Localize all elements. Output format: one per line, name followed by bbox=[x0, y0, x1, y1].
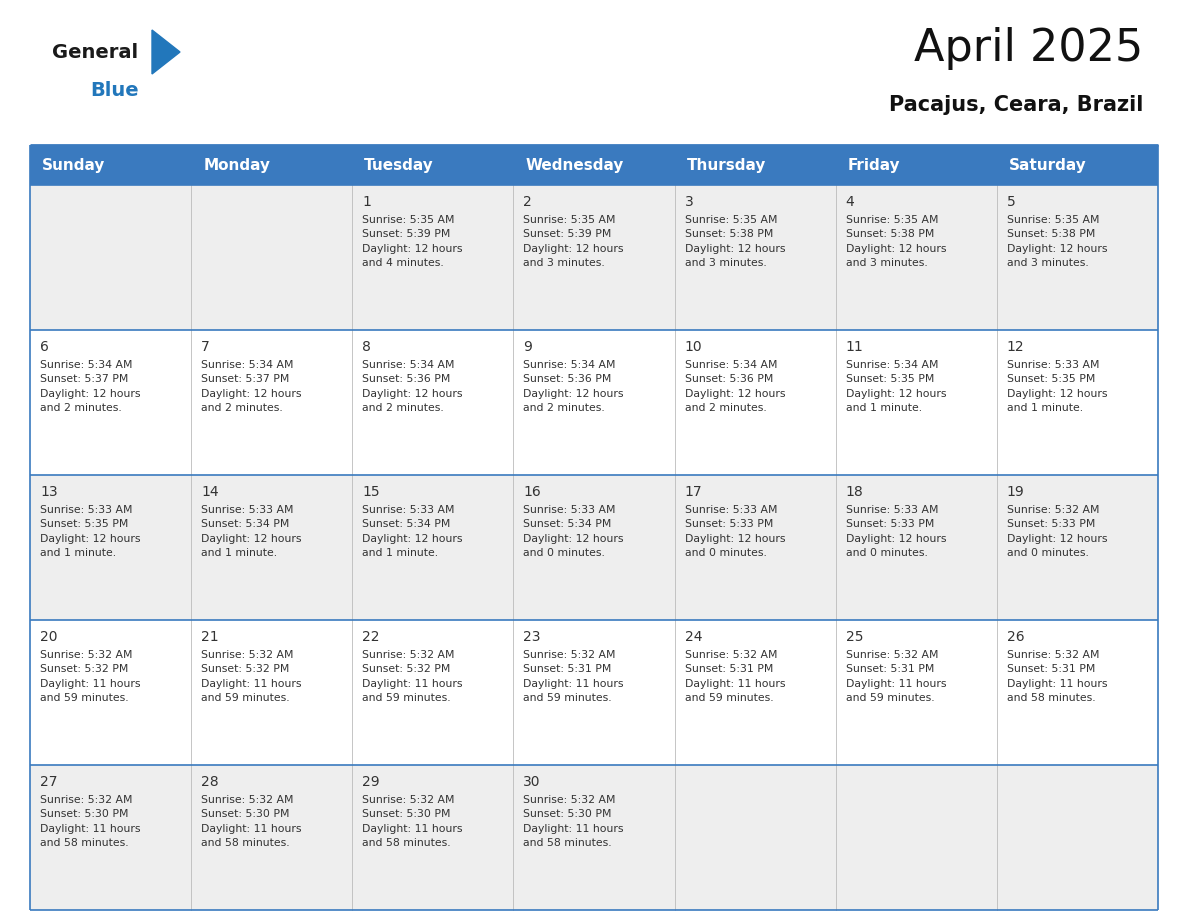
Text: 13: 13 bbox=[40, 485, 58, 499]
Bar bbox=[30, 330, 1158, 475]
Text: Sunrise: 5:35 AM
Sunset: 5:38 PM
Daylight: 12 hours
and 3 minutes.: Sunrise: 5:35 AM Sunset: 5:38 PM Dayligh… bbox=[684, 215, 785, 268]
Text: 18: 18 bbox=[846, 485, 864, 499]
Bar bbox=[30, 475, 1158, 620]
Text: Thursday: Thursday bbox=[687, 158, 766, 173]
Text: Sunrise: 5:32 AM
Sunset: 5:31 PM
Daylight: 11 hours
and 59 minutes.: Sunrise: 5:32 AM Sunset: 5:31 PM Dayligh… bbox=[524, 650, 624, 703]
Text: 26: 26 bbox=[1007, 630, 1024, 644]
Text: 2: 2 bbox=[524, 195, 532, 209]
Text: 15: 15 bbox=[362, 485, 380, 499]
Text: Sunrise: 5:34 AM
Sunset: 5:36 PM
Daylight: 12 hours
and 2 minutes.: Sunrise: 5:34 AM Sunset: 5:36 PM Dayligh… bbox=[684, 360, 785, 413]
Text: 20: 20 bbox=[40, 630, 57, 644]
Text: Sunrise: 5:35 AM
Sunset: 5:38 PM
Daylight: 12 hours
and 3 minutes.: Sunrise: 5:35 AM Sunset: 5:38 PM Dayligh… bbox=[846, 215, 946, 268]
Text: Sunrise: 5:32 AM
Sunset: 5:33 PM
Daylight: 12 hours
and 0 minutes.: Sunrise: 5:32 AM Sunset: 5:33 PM Dayligh… bbox=[1007, 505, 1107, 558]
Text: Sunrise: 5:33 AM
Sunset: 5:34 PM
Daylight: 12 hours
and 0 minutes.: Sunrise: 5:33 AM Sunset: 5:34 PM Dayligh… bbox=[524, 505, 624, 558]
Text: 6: 6 bbox=[40, 340, 49, 354]
Text: 23: 23 bbox=[524, 630, 541, 644]
Text: 19: 19 bbox=[1007, 485, 1024, 499]
Text: 22: 22 bbox=[362, 630, 380, 644]
Text: General: General bbox=[52, 42, 138, 62]
Text: 25: 25 bbox=[846, 630, 864, 644]
Text: Wednesday: Wednesday bbox=[525, 158, 624, 173]
Text: Sunrise: 5:32 AM
Sunset: 5:30 PM
Daylight: 11 hours
and 58 minutes.: Sunrise: 5:32 AM Sunset: 5:30 PM Dayligh… bbox=[524, 795, 624, 848]
Text: Pacajus, Ceara, Brazil: Pacajus, Ceara, Brazil bbox=[889, 95, 1143, 115]
Text: Sunrise: 5:32 AM
Sunset: 5:31 PM
Daylight: 11 hours
and 58 minutes.: Sunrise: 5:32 AM Sunset: 5:31 PM Dayligh… bbox=[1007, 650, 1107, 703]
Text: Sunrise: 5:32 AM
Sunset: 5:32 PM
Daylight: 11 hours
and 59 minutes.: Sunrise: 5:32 AM Sunset: 5:32 PM Dayligh… bbox=[40, 650, 140, 703]
Text: Sunrise: 5:35 AM
Sunset: 5:39 PM
Daylight: 12 hours
and 3 minutes.: Sunrise: 5:35 AM Sunset: 5:39 PM Dayligh… bbox=[524, 215, 624, 268]
Bar bbox=[30, 145, 1158, 185]
Text: 4: 4 bbox=[846, 195, 854, 209]
Text: Sunrise: 5:34 AM
Sunset: 5:36 PM
Daylight: 12 hours
and 2 minutes.: Sunrise: 5:34 AM Sunset: 5:36 PM Dayligh… bbox=[524, 360, 624, 413]
Text: 24: 24 bbox=[684, 630, 702, 644]
Text: 9: 9 bbox=[524, 340, 532, 354]
Text: Sunday: Sunday bbox=[42, 158, 106, 173]
Text: 1: 1 bbox=[362, 195, 371, 209]
Text: 11: 11 bbox=[846, 340, 864, 354]
Text: Sunrise: 5:34 AM
Sunset: 5:37 PM
Daylight: 12 hours
and 2 minutes.: Sunrise: 5:34 AM Sunset: 5:37 PM Dayligh… bbox=[40, 360, 140, 413]
Text: Sunrise: 5:34 AM
Sunset: 5:37 PM
Daylight: 12 hours
and 2 minutes.: Sunrise: 5:34 AM Sunset: 5:37 PM Dayligh… bbox=[201, 360, 302, 413]
Text: Sunrise: 5:34 AM
Sunset: 5:35 PM
Daylight: 12 hours
and 1 minute.: Sunrise: 5:34 AM Sunset: 5:35 PM Dayligh… bbox=[846, 360, 946, 413]
Text: 17: 17 bbox=[684, 485, 702, 499]
Text: April 2025: April 2025 bbox=[914, 27, 1143, 70]
Text: 14: 14 bbox=[201, 485, 219, 499]
Text: Sunrise: 5:35 AM
Sunset: 5:39 PM
Daylight: 12 hours
and 4 minutes.: Sunrise: 5:35 AM Sunset: 5:39 PM Dayligh… bbox=[362, 215, 463, 268]
Text: Sunrise: 5:32 AM
Sunset: 5:31 PM
Daylight: 11 hours
and 59 minutes.: Sunrise: 5:32 AM Sunset: 5:31 PM Dayligh… bbox=[684, 650, 785, 703]
Text: Sunrise: 5:33 AM
Sunset: 5:35 PM
Daylight: 12 hours
and 1 minute.: Sunrise: 5:33 AM Sunset: 5:35 PM Dayligh… bbox=[1007, 360, 1107, 413]
Text: 12: 12 bbox=[1007, 340, 1024, 354]
Text: Sunrise: 5:32 AM
Sunset: 5:31 PM
Daylight: 11 hours
and 59 minutes.: Sunrise: 5:32 AM Sunset: 5:31 PM Dayligh… bbox=[846, 650, 946, 703]
Text: 5: 5 bbox=[1007, 195, 1016, 209]
Bar bbox=[30, 620, 1158, 765]
Text: Sunrise: 5:33 AM
Sunset: 5:33 PM
Daylight: 12 hours
and 0 minutes.: Sunrise: 5:33 AM Sunset: 5:33 PM Dayligh… bbox=[846, 505, 946, 558]
Text: 21: 21 bbox=[201, 630, 219, 644]
Text: 8: 8 bbox=[362, 340, 371, 354]
Bar bbox=[30, 765, 1158, 910]
Text: Blue: Blue bbox=[90, 81, 139, 99]
Text: Sunrise: 5:33 AM
Sunset: 5:33 PM
Daylight: 12 hours
and 0 minutes.: Sunrise: 5:33 AM Sunset: 5:33 PM Dayligh… bbox=[684, 505, 785, 558]
Text: Monday: Monday bbox=[203, 158, 270, 173]
Text: 28: 28 bbox=[201, 775, 219, 789]
Text: Sunrise: 5:33 AM
Sunset: 5:35 PM
Daylight: 12 hours
and 1 minute.: Sunrise: 5:33 AM Sunset: 5:35 PM Dayligh… bbox=[40, 505, 140, 558]
Text: 10: 10 bbox=[684, 340, 702, 354]
Text: Sunrise: 5:32 AM
Sunset: 5:30 PM
Daylight: 11 hours
and 58 minutes.: Sunrise: 5:32 AM Sunset: 5:30 PM Dayligh… bbox=[362, 795, 463, 848]
Text: 29: 29 bbox=[362, 775, 380, 789]
Text: Sunrise: 5:32 AM
Sunset: 5:30 PM
Daylight: 11 hours
and 58 minutes.: Sunrise: 5:32 AM Sunset: 5:30 PM Dayligh… bbox=[201, 795, 302, 848]
Text: Friday: Friday bbox=[848, 158, 901, 173]
Text: Tuesday: Tuesday bbox=[365, 158, 434, 173]
Text: Sunrise: 5:32 AM
Sunset: 5:32 PM
Daylight: 11 hours
and 59 minutes.: Sunrise: 5:32 AM Sunset: 5:32 PM Dayligh… bbox=[201, 650, 302, 703]
Text: Saturday: Saturday bbox=[1009, 158, 1087, 173]
Text: 27: 27 bbox=[40, 775, 57, 789]
Text: Sunrise: 5:33 AM
Sunset: 5:34 PM
Daylight: 12 hours
and 1 minute.: Sunrise: 5:33 AM Sunset: 5:34 PM Dayligh… bbox=[201, 505, 302, 558]
Text: 3: 3 bbox=[684, 195, 694, 209]
Text: Sunrise: 5:35 AM
Sunset: 5:38 PM
Daylight: 12 hours
and 3 minutes.: Sunrise: 5:35 AM Sunset: 5:38 PM Dayligh… bbox=[1007, 215, 1107, 268]
Bar bbox=[30, 185, 1158, 330]
Text: Sunrise: 5:32 AM
Sunset: 5:30 PM
Daylight: 11 hours
and 58 minutes.: Sunrise: 5:32 AM Sunset: 5:30 PM Dayligh… bbox=[40, 795, 140, 848]
Text: Sunrise: 5:34 AM
Sunset: 5:36 PM
Daylight: 12 hours
and 2 minutes.: Sunrise: 5:34 AM Sunset: 5:36 PM Dayligh… bbox=[362, 360, 463, 413]
Polygon shape bbox=[152, 30, 181, 74]
Text: 16: 16 bbox=[524, 485, 542, 499]
Text: 30: 30 bbox=[524, 775, 541, 789]
Text: Sunrise: 5:33 AM
Sunset: 5:34 PM
Daylight: 12 hours
and 1 minute.: Sunrise: 5:33 AM Sunset: 5:34 PM Dayligh… bbox=[362, 505, 463, 558]
Text: 7: 7 bbox=[201, 340, 210, 354]
Text: Sunrise: 5:32 AM
Sunset: 5:32 PM
Daylight: 11 hours
and 59 minutes.: Sunrise: 5:32 AM Sunset: 5:32 PM Dayligh… bbox=[362, 650, 463, 703]
